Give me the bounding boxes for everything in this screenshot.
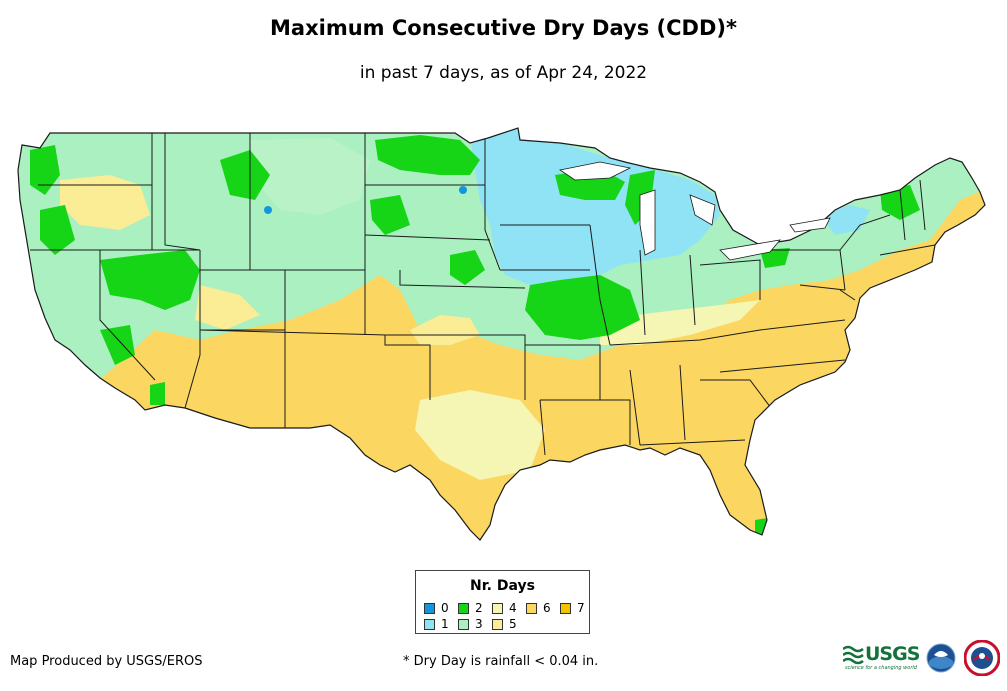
zone-0-days-spot: [264, 206, 272, 214]
legend-label: 6: [543, 601, 551, 615]
lake-erie: [719, 239, 781, 261]
zone-3-days-mt: [250, 138, 370, 215]
zone-5-days-ok: [410, 315, 480, 345]
legend-label: 5: [509, 617, 517, 631]
legend-swatch: [458, 618, 469, 630]
lake-superior: [558, 161, 632, 181]
great-lakes: [558, 161, 831, 261]
legend-label: 7: [577, 601, 585, 615]
legend-swatch: [458, 602, 469, 614]
noaa-logo-icon: [926, 643, 956, 673]
usgs-wave-icon: [843, 645, 864, 665]
legend-item-1: 1: [424, 617, 449, 631]
legend-swatch: [424, 602, 435, 614]
producer-credit: Map Produced by USGS/EROS: [10, 654, 203, 669]
legend-label: 0: [441, 601, 449, 615]
legend-item-7: 7: [560, 601, 585, 615]
legend-item-0: 0: [424, 601, 449, 615]
legend-swatch: [492, 618, 503, 630]
lake-michigan: [639, 189, 656, 256]
zone-4-days-ohio: [600, 300, 760, 345]
nws-logo-icon: [964, 640, 1000, 676]
map-subtitle: in past 7 days, as of Apr 24, 2022: [359, 63, 648, 83]
legend-item-6: 6: [526, 601, 551, 615]
legend-label: 4: [509, 601, 517, 615]
dry-day-footnote: * Dry Day is rainfall < 0.04 in.: [403, 654, 599, 669]
lake-huron: [689, 194, 716, 226]
legend-title: Nr. Days: [470, 578, 535, 594]
zone-5-days-ut: [195, 285, 260, 330]
usgs-logo: USGS science for a changing world: [843, 643, 920, 673]
usgs-wordmark: USGS: [865, 643, 920, 665]
legend-label: 2: [475, 601, 483, 615]
legend-label: 3: [475, 617, 483, 631]
zone-1-day-midwest: [470, 128, 720, 285]
lake-ontario: [789, 217, 831, 233]
legend-item-5: 5: [492, 617, 517, 631]
zone-5-days-or: [60, 175, 150, 230]
zone-4-days-texas: [415, 390, 545, 480]
legend-swatch: [492, 602, 503, 614]
map-title: Maximum Consecutive Dry Days (CDD)*: [270, 16, 737, 40]
legend: Nr. Days 0 1 2 3 4 5 6 7: [415, 570, 590, 634]
zone-0-days-spot: [459, 186, 467, 194]
usgs-tagline: science for a changing world: [845, 665, 917, 671]
state-borders: [30, 133, 936, 456]
legend-swatch: [526, 602, 537, 614]
cdd-zones: [18, 128, 985, 540]
legend-item-3: 3: [458, 617, 483, 631]
legend-swatch: [560, 602, 571, 614]
legend-item-4: 4: [492, 601, 517, 615]
legend-label: 1: [441, 617, 449, 631]
legend-swatch: [424, 618, 435, 630]
legend-item-2: 2: [458, 601, 483, 615]
